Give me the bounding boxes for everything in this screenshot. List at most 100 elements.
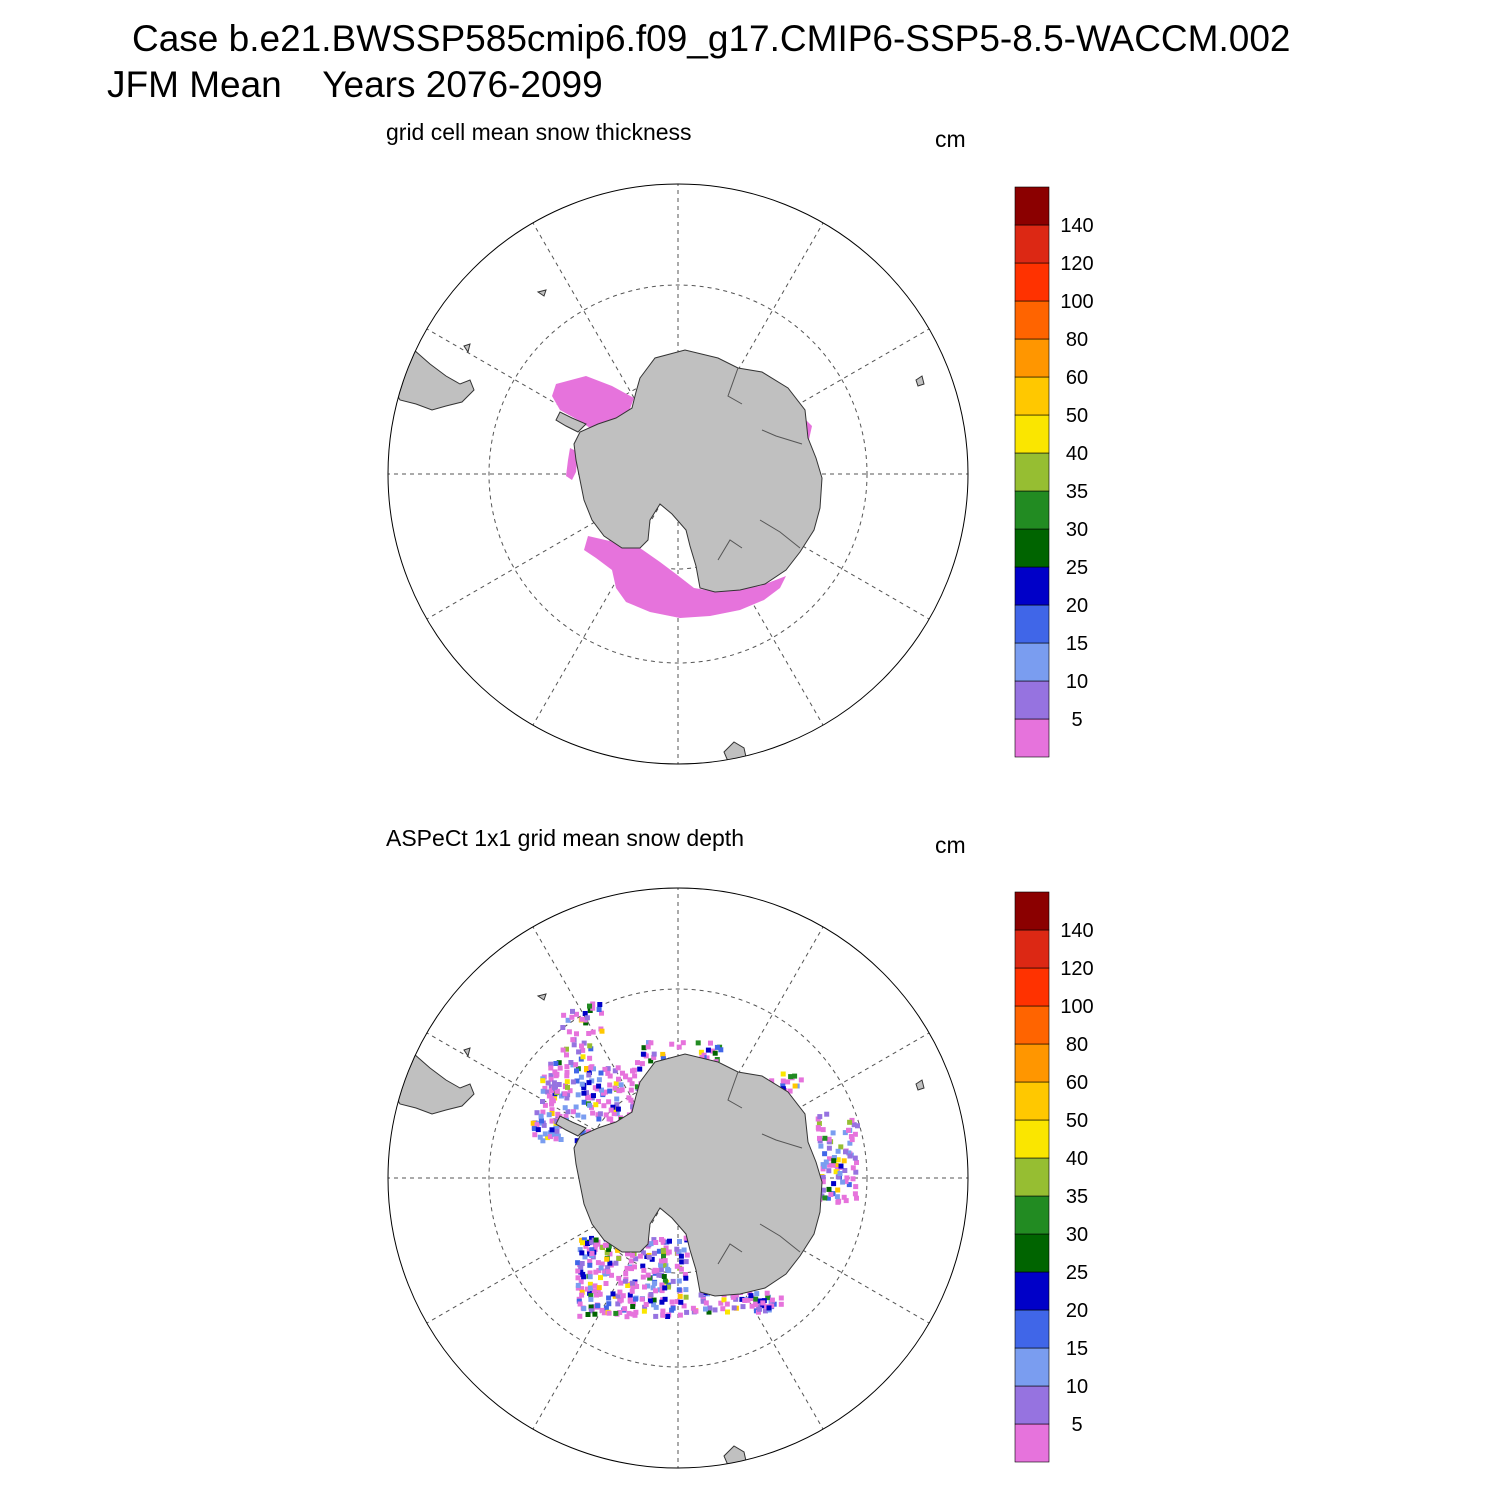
colorbar-label: 100 <box>1060 996 1093 1018</box>
small-island <box>915 1079 925 1091</box>
obs-cell <box>603 1112 609 1118</box>
colorbar-label: 35 <box>1066 1186 1088 1208</box>
map-boundary <box>387 183 969 765</box>
panel-1-title: grid cell mean snow thickness <box>386 119 692 145</box>
obs-cell <box>602 1268 608 1274</box>
obs-cell <box>665 1314 671 1319</box>
obs-cell <box>576 1298 582 1304</box>
obs-cell <box>659 1237 664 1242</box>
obs-cell <box>548 1076 554 1082</box>
obs-cell <box>584 1286 590 1292</box>
obs-cell <box>549 1107 555 1113</box>
obs-cell <box>606 1243 612 1249</box>
obs-cell <box>660 1247 666 1253</box>
obs-cell <box>540 1099 545 1104</box>
colorbar-swatch <box>1014 1347 1050 1387</box>
obs-cell <box>629 1280 635 1286</box>
obs-cell <box>592 1283 598 1289</box>
obs-cell <box>618 1082 624 1088</box>
obs-cell <box>627 1297 633 1303</box>
obs-cell <box>540 1088 546 1094</box>
obs-cell <box>645 1283 651 1289</box>
obs-cell <box>720 1306 726 1312</box>
obs-cell <box>725 1309 730 1315</box>
colorbar-label: 50 <box>1066 405 1088 427</box>
south-america <box>388 1053 475 1115</box>
obs-cell <box>651 1051 657 1057</box>
obs-cell <box>606 1099 612 1105</box>
colorbar-swatch <box>1014 1005 1050 1045</box>
colorbar-label: 40 <box>1066 1148 1088 1170</box>
obs-cell <box>827 1156 832 1162</box>
obs-cell <box>838 1144 844 1150</box>
obs-cell <box>622 1278 628 1284</box>
obs-cell <box>651 1302 657 1308</box>
obs-cell <box>594 1241 600 1247</box>
obs-cell <box>593 1269 599 1275</box>
obs-cell <box>718 1047 724 1053</box>
colorbar-label: 50 <box>1066 1110 1088 1132</box>
obs-cell <box>620 1070 625 1076</box>
obs-cell <box>653 1313 659 1319</box>
obs-cell <box>740 1304 746 1310</box>
obs-cell <box>641 1045 647 1051</box>
obs-cell <box>678 1299 684 1305</box>
colorbar-swatch <box>1014 967 1050 1007</box>
obs-cell <box>661 1262 667 1268</box>
obs-cell <box>579 1016 585 1022</box>
obs-cell <box>556 1082 562 1087</box>
obs-cell <box>670 1278 676 1284</box>
obs-cell <box>575 1092 581 1098</box>
obs-cell <box>580 1047 586 1053</box>
obs-cell <box>820 1127 826 1133</box>
obs-cell <box>823 1159 829 1165</box>
weddell-sea-snow <box>552 376 634 428</box>
antarctica <box>573 349 823 593</box>
obs-cell <box>632 1281 638 1287</box>
obs-cell <box>607 1260 613 1266</box>
obs-cell <box>571 1042 577 1048</box>
obs-cell <box>662 1258 668 1264</box>
obs-cell <box>653 1240 659 1245</box>
obs-cell <box>658 1262 664 1268</box>
obs-cell <box>848 1134 854 1139</box>
obs-cell <box>846 1127 851 1133</box>
obs-cell <box>659 1273 665 1278</box>
obs-cell <box>592 1311 598 1317</box>
obs-cell <box>821 1163 827 1169</box>
obs-cell <box>633 1309 639 1315</box>
obs-cell <box>822 1195 828 1201</box>
obs-cell <box>589 1239 595 1245</box>
obs-cell <box>575 1260 581 1266</box>
obs-cell <box>792 1073 798 1079</box>
obs-cell <box>730 1294 736 1300</box>
obs-cell <box>830 1162 836 1168</box>
obs-cell <box>623 1074 628 1080</box>
obs-cell <box>575 1112 581 1118</box>
obs-cell <box>574 1068 579 1074</box>
obs-cell <box>700 1298 706 1304</box>
colorbar-label: 140 <box>1060 920 1093 942</box>
obs-cell <box>587 1102 593 1108</box>
obs-cell <box>683 1259 689 1265</box>
obs-cell <box>585 1312 591 1317</box>
colorbar-swatch <box>1014 1271 1050 1311</box>
obs-cell <box>535 1127 541 1133</box>
obs-cell <box>617 1310 623 1315</box>
colorbar-swatch <box>1014 1385 1050 1425</box>
obs-cell <box>778 1301 784 1307</box>
obs-cell <box>571 1109 576 1115</box>
colorbar-swatch <box>1014 1081 1050 1121</box>
colorbar-swatch <box>1014 224 1050 264</box>
obs-cell <box>628 1087 634 1093</box>
colorbar-label: 5 <box>1071 1414 1082 1436</box>
obs-cell <box>563 1113 569 1119</box>
obs-cell <box>712 1050 718 1056</box>
obs-cell <box>615 1065 621 1071</box>
obs-cell <box>564 1052 569 1058</box>
colorbar-swatch <box>1014 604 1050 644</box>
obs-cell <box>587 1043 593 1049</box>
colorbar-label: 30 <box>1066 519 1088 541</box>
obs-cell <box>769 1078 775 1084</box>
obs-cell <box>616 1256 622 1261</box>
